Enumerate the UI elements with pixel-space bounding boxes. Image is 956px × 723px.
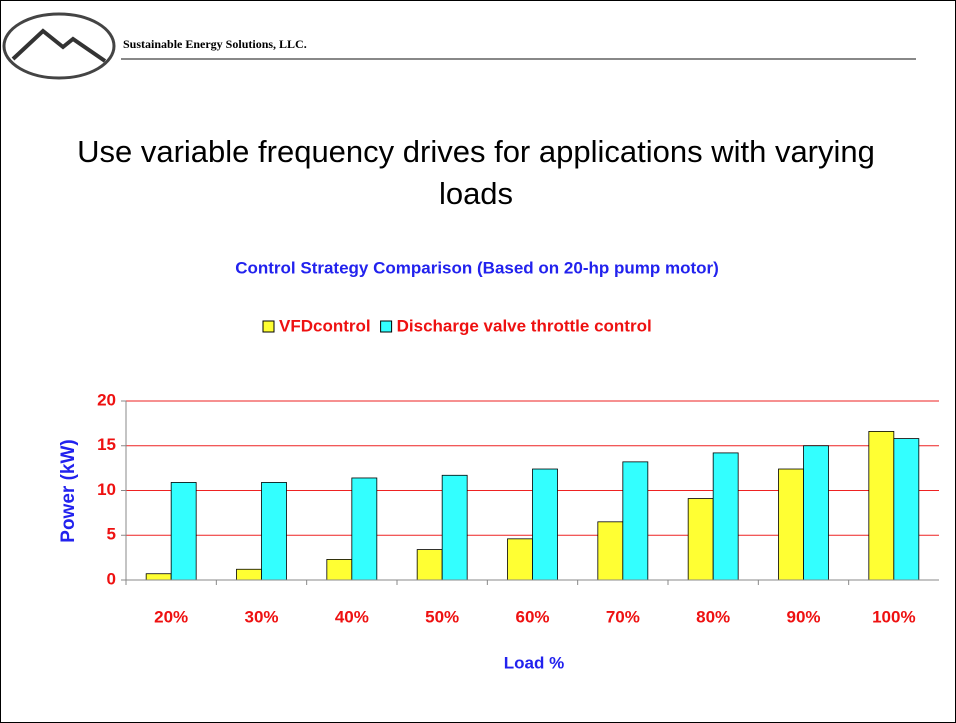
y-tick-label: 0 [107,569,116,588]
legend-swatch [380,320,393,333]
x-tick-label: 70% [606,607,640,626]
y-tick-label: 5 [107,525,116,544]
x-tick-label: 50% [425,607,459,626]
bar [687,498,714,581]
bar [236,568,262,581]
x-tick-label: 30% [244,607,278,626]
bar [803,445,829,581]
bar [778,468,804,581]
y-tick-label: 10 [97,480,116,499]
bar [145,573,172,581]
legend-label: Discharge valve throttle control [397,316,652,335]
bar [893,438,920,581]
bar [416,549,443,581]
bar [532,468,558,581]
bar [170,482,197,581]
y-tick-label: 15 [97,435,116,454]
bar [261,482,287,581]
y-axis-title: Power (kW) [58,439,79,542]
bar [712,452,739,581]
x-tick-label: 80% [696,607,730,626]
legend-label: VFDcontrol [279,316,371,335]
x-tick-label: 20% [154,607,188,626]
bar [622,461,649,581]
bar [507,538,533,581]
legend-swatch [262,320,275,333]
x-tick-label: 100% [872,607,915,626]
x-tick-label: 40% [335,607,369,626]
bar [351,477,378,581]
logo [2,12,116,80]
y-tick-label: 20 [97,390,116,409]
company-name: Sustainable Energy Solutions, LLC. [123,37,307,51]
bar [868,431,895,581]
bar [597,521,624,581]
bar [326,559,353,581]
slide-title: Use variable frequency drives for applic… [77,134,875,211]
bar [441,474,468,581]
x-axis-title: Load % [504,653,564,672]
x-tick-label: 60% [515,607,549,626]
chart-title: Control Strategy Comparison (Based on 20… [235,258,719,277]
x-tick-label: 90% [786,607,820,626]
